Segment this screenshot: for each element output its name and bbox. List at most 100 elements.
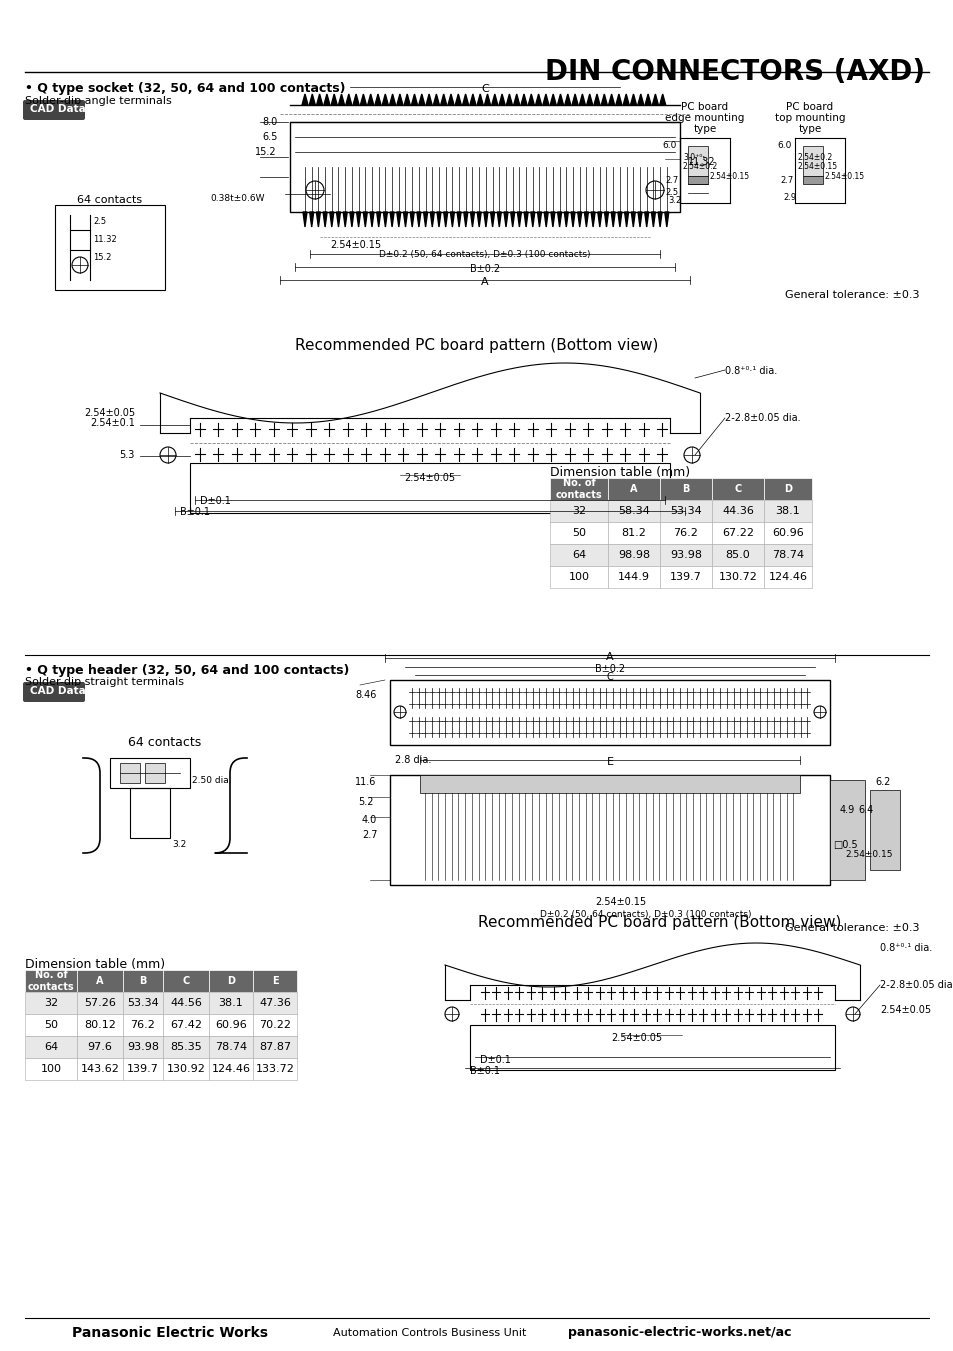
- Bar: [290, 122, 679, 212]
- Text: 11.32: 11.32: [687, 157, 715, 168]
- Text: 0.38t±0.6W: 0.38t±0.6W: [210, 195, 264, 203]
- Text: 50: 50: [44, 1020, 58, 1029]
- Text: 0.8⁺⁰·¹ dia.: 0.8⁺⁰·¹ dia.: [724, 366, 777, 376]
- Polygon shape: [476, 212, 480, 227]
- Polygon shape: [389, 95, 395, 105]
- Text: D±0.2 (50, 64 contacts), D±0.3 (100 contacts): D±0.2 (50, 64 contacts), D±0.3 (100 cont…: [539, 911, 751, 919]
- Text: Recommended PC board pattern (Bottom view): Recommended PC board pattern (Bottom vie…: [477, 915, 841, 929]
- Text: 32: 32: [44, 998, 58, 1008]
- Polygon shape: [302, 95, 308, 105]
- Bar: [163, 1058, 209, 1079]
- Text: 11.6: 11.6: [355, 777, 376, 788]
- Polygon shape: [410, 212, 414, 227]
- Polygon shape: [598, 212, 601, 227]
- Text: • Q type socket (32, 50, 64 and 100 contacts): • Q type socket (32, 50, 64 and 100 cont…: [25, 82, 345, 95]
- Polygon shape: [476, 95, 482, 105]
- Text: 15.2: 15.2: [92, 253, 112, 262]
- Text: 98.98: 98.98: [618, 550, 649, 561]
- Text: type: type: [798, 124, 821, 134]
- Bar: [659, 521, 711, 544]
- Polygon shape: [490, 212, 494, 227]
- Polygon shape: [433, 95, 439, 105]
- Polygon shape: [396, 95, 402, 105]
- Text: CAD Data: CAD Data: [30, 686, 86, 696]
- Bar: [163, 992, 209, 1015]
- Polygon shape: [324, 95, 330, 105]
- Text: No. of
contacts: No. of contacts: [555, 478, 601, 500]
- Text: General tolerance: ±0.3: General tolerance: ±0.3: [784, 923, 919, 934]
- Bar: [763, 544, 811, 566]
- Text: PC board: PC board: [680, 101, 728, 112]
- Polygon shape: [586, 95, 592, 105]
- Text: 2.54±0.2: 2.54±0.2: [797, 153, 832, 162]
- Polygon shape: [513, 95, 519, 105]
- Text: 11.32: 11.32: [92, 235, 116, 245]
- Bar: [55, 205, 165, 290]
- Polygon shape: [584, 212, 588, 227]
- Text: 2.7: 2.7: [361, 830, 377, 840]
- Bar: [77, 992, 123, 1015]
- Bar: [607, 566, 659, 588]
- Text: 130.72: 130.72: [718, 571, 757, 582]
- Polygon shape: [550, 212, 555, 227]
- Polygon shape: [510, 212, 515, 227]
- Polygon shape: [403, 212, 407, 227]
- Text: C: C: [606, 671, 613, 682]
- Polygon shape: [456, 212, 460, 227]
- Text: 4.9: 4.9: [840, 805, 854, 815]
- Polygon shape: [376, 212, 380, 227]
- Text: A: A: [480, 277, 488, 286]
- Text: 133.72: 133.72: [255, 1065, 294, 1074]
- Text: D±0.1: D±0.1: [200, 496, 231, 507]
- Polygon shape: [483, 212, 487, 227]
- Polygon shape: [651, 212, 655, 227]
- Polygon shape: [350, 212, 354, 227]
- Text: 6.2: 6.2: [874, 777, 889, 788]
- Text: 5.3: 5.3: [119, 450, 135, 459]
- Text: 124.46: 124.46: [768, 571, 806, 582]
- Text: 70.22: 70.22: [258, 1020, 291, 1029]
- Polygon shape: [353, 95, 358, 105]
- Polygon shape: [557, 212, 561, 227]
- Text: 2.50 dia.: 2.50 dia.: [192, 775, 232, 785]
- Text: 67.42: 67.42: [170, 1020, 202, 1029]
- Bar: [253, 1036, 296, 1058]
- Text: General tolerance: ±0.3: General tolerance: ±0.3: [784, 290, 919, 300]
- Text: 47.36: 47.36: [259, 998, 291, 1008]
- Bar: [829, 780, 864, 880]
- Text: 87.87: 87.87: [258, 1042, 291, 1052]
- Polygon shape: [638, 95, 643, 105]
- Polygon shape: [450, 212, 454, 227]
- Text: 80.12: 80.12: [84, 1020, 116, 1029]
- Text: 64 contacts: 64 contacts: [77, 195, 142, 205]
- Text: B±0.2: B±0.2: [470, 263, 499, 274]
- Polygon shape: [644, 95, 650, 105]
- Text: 8.46: 8.46: [355, 690, 376, 700]
- Text: 38.1: 38.1: [775, 507, 800, 516]
- Bar: [209, 1058, 253, 1079]
- Bar: [550, 521, 607, 544]
- Polygon shape: [608, 95, 614, 105]
- Text: B: B: [139, 975, 147, 986]
- Polygon shape: [316, 212, 320, 227]
- Bar: [123, 970, 163, 992]
- Text: B: B: [681, 484, 689, 494]
- Polygon shape: [659, 95, 665, 105]
- Bar: [687, 146, 707, 176]
- Polygon shape: [343, 212, 347, 227]
- Text: 2.54±0.15: 2.54±0.15: [595, 897, 645, 907]
- Bar: [120, 763, 140, 784]
- Polygon shape: [331, 95, 336, 105]
- Polygon shape: [616, 95, 621, 105]
- Text: 139.7: 139.7: [127, 1065, 159, 1074]
- Bar: [550, 500, 607, 521]
- Text: • Q type header (32, 50, 64 and 100 contacts): • Q type header (32, 50, 64 and 100 cont…: [25, 663, 349, 677]
- Bar: [607, 544, 659, 566]
- Text: C: C: [480, 84, 488, 95]
- Text: 2.54±0.15: 2.54±0.15: [824, 172, 864, 181]
- Text: type: type: [693, 124, 716, 134]
- Polygon shape: [345, 95, 352, 105]
- Polygon shape: [658, 212, 661, 227]
- Bar: [687, 176, 707, 184]
- Polygon shape: [310, 212, 314, 227]
